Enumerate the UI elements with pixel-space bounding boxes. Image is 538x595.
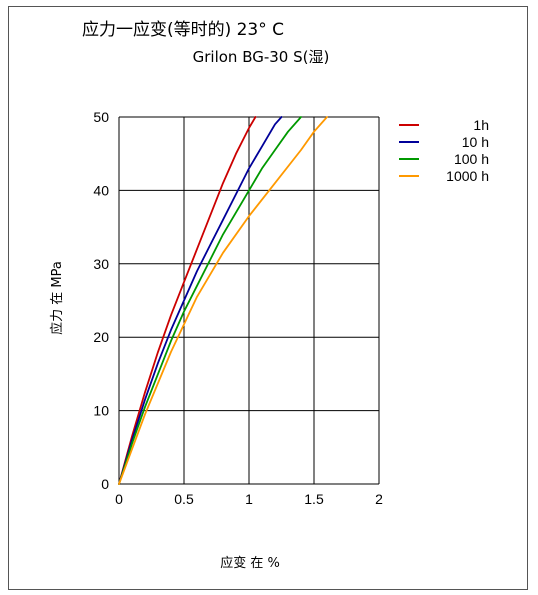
x-tick-label: 1 [245, 491, 253, 507]
chart-frame: 应力一应变(等时的) 23° C Grilon BG-30 S(湿) 0 0.5 1… [8, 6, 528, 590]
grid [118, 116, 380, 485]
y-tick-label: 20 [93, 329, 109, 345]
x-axis-label: 应变 在 % [220, 555, 280, 571]
y-axis-label: 应力 在 MPa [49, 261, 65, 335]
series-line-1 [118, 116, 283, 485]
x-tick-label: 1.5 [304, 491, 324, 507]
y-tick-label: 10 [93, 403, 109, 419]
legend-label: 1h [473, 117, 489, 133]
chart-svg: 应力一应变(等时的) 23° C Grilon BG-30 S(湿) 0 0.5 1… [49, 20, 489, 571]
legend-label: 100 h [454, 151, 489, 167]
series-line-0 [118, 116, 257, 485]
legend-label: 1000 h [446, 168, 489, 184]
series-layer [118, 116, 328, 485]
y-tick-label: 50 [93, 109, 109, 125]
chart-subtitle: Grilon BG-30 S(湿) [193, 48, 330, 66]
series-line-3 [118, 116, 328, 485]
series-line-2 [118, 116, 302, 485]
x-tick-label: 0 [115, 491, 123, 507]
x-tick-label: 2 [375, 491, 383, 507]
y-tick-label: 30 [93, 256, 109, 272]
y-tick-label: 40 [93, 182, 109, 198]
x-tick-label: 0.5 [174, 491, 194, 507]
legend-label: 10 h [462, 134, 489, 150]
y-tick-label: 0 [101, 476, 109, 492]
chart-title: 应力一应变(等时的) 23° C [82, 20, 284, 40]
